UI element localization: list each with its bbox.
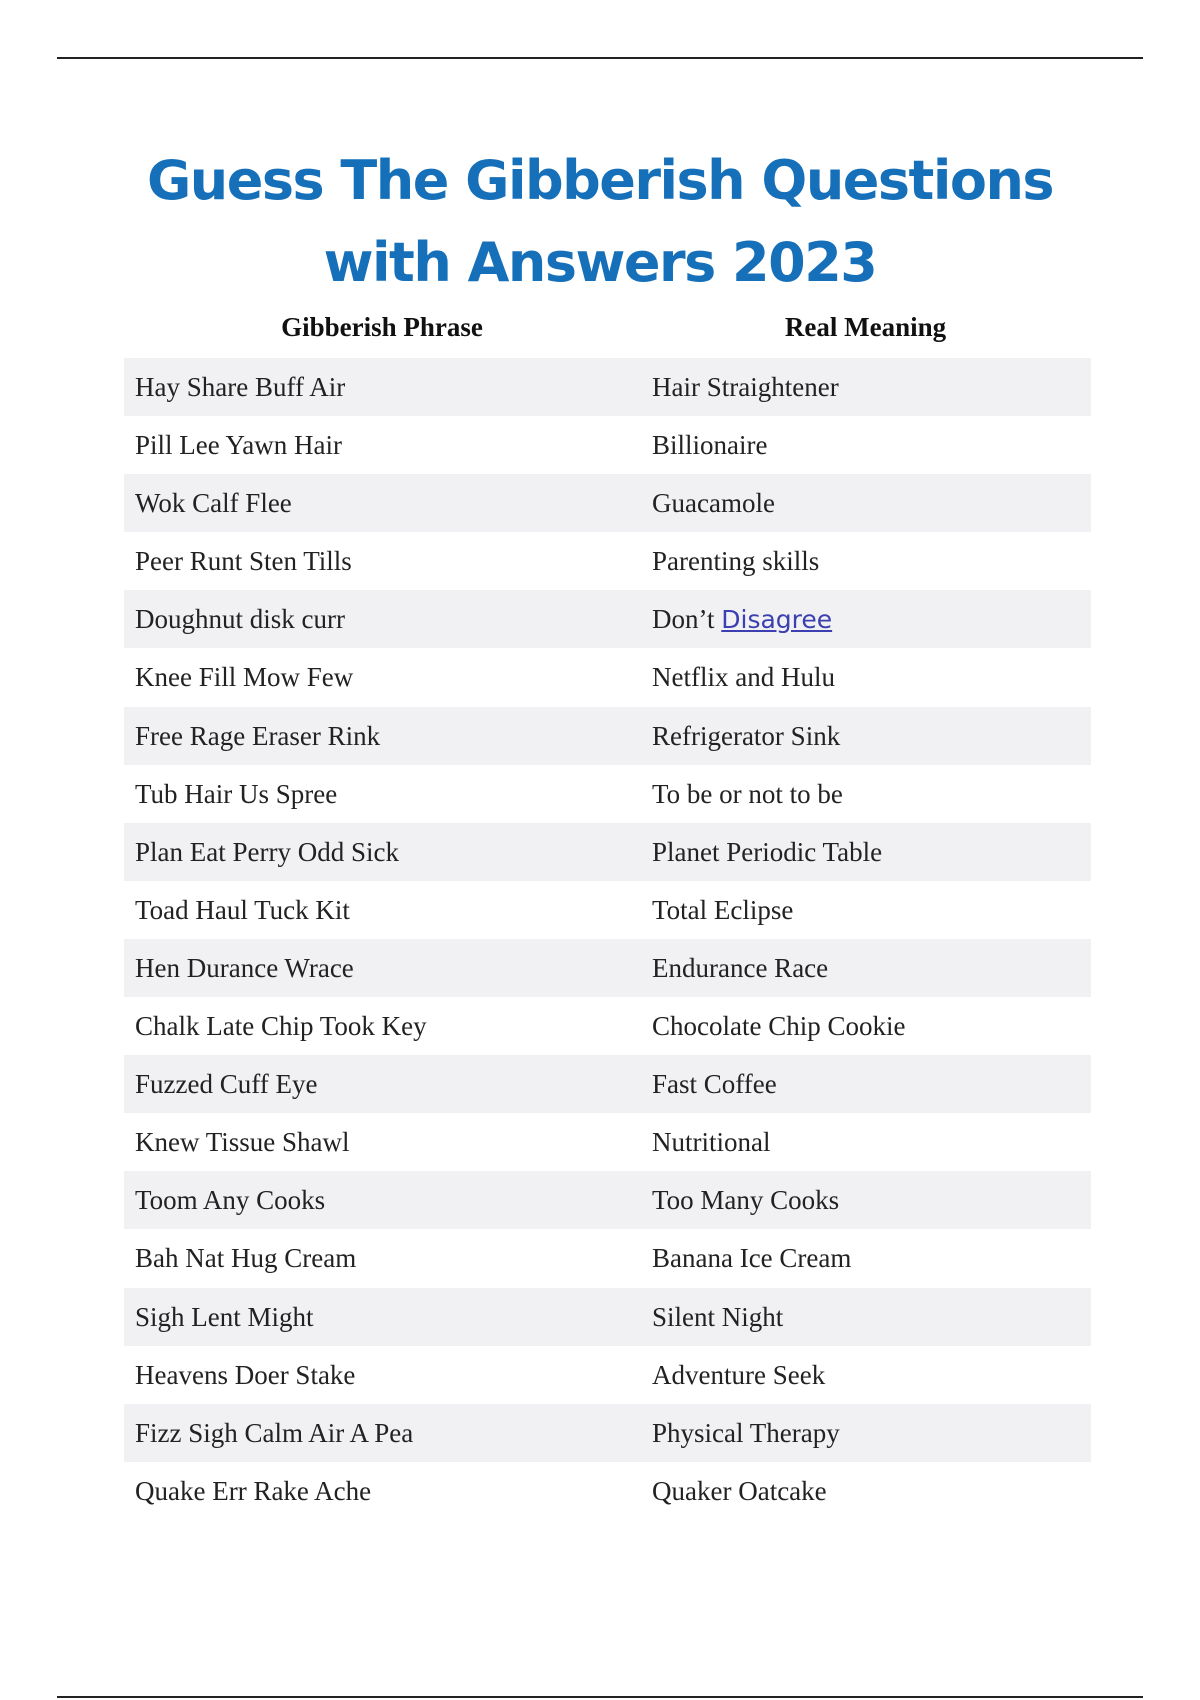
- real-meaning: Planet Periodic Table: [652, 836, 883, 867]
- real-meaning: Too Many Cooks: [652, 1185, 840, 1216]
- gibberish-phrase: Fuzzed Cuff Eye: [135, 1069, 318, 1100]
- real-meaning: Parenting skills: [652, 546, 820, 577]
- real-meaning: To be or not to be: [652, 778, 843, 809]
- gibberish-phrase: Chalk Late Chip Took Key: [135, 1011, 427, 1042]
- gibberish-phrase: Peer Runt Sten Tills: [135, 546, 352, 577]
- table-row: Plan Eat Perry Odd Sick Planet Periodic T…: [124, 822, 1091, 881]
- real-meaning: Adventure Seek: [652, 1359, 826, 1390]
- gibberish-phrase: Knee Fill Mow Few: [135, 662, 354, 693]
- real-meaning: Nutritional: [652, 1127, 771, 1158]
- real-meaning: Quaker Oatcake: [652, 1475, 827, 1506]
- table-row: Pill Lee Yawn Hair Billionaire: [124, 416, 1091, 474]
- title-line-2: with Answers 2023: [323, 231, 878, 294]
- gibberish-phrase: Toom Any Cooks: [135, 1185, 326, 1216]
- gibberish-phrase: Tub Hair Us Spree: [135, 778, 338, 809]
- gibberish-phrase: Bah Nat Hug Cream: [135, 1243, 357, 1274]
- real-meaning: Silent Night: [652, 1301, 784, 1332]
- table-row: Bah Nat Hug Cream Banana Ice Cream: [124, 1229, 1091, 1287]
- bottom-rule: [57, 1696, 1143, 1698]
- table-row: Toom Any Cooks Too Many Cooks: [124, 1171, 1091, 1230]
- real-meaning: Chocolate Chip Cookie: [652, 1011, 906, 1042]
- table-row: Fuzzed Cuff Eye Fast Coffee: [124, 1055, 1091, 1114]
- table-row: Free Rage Eraser Rink Refrigerator Sink: [124, 706, 1091, 765]
- table-row: Toad Haul Tuck Kit Total Eclipse: [124, 881, 1091, 939]
- gibberish-phrase: Doughnut disk curr: [135, 604, 345, 635]
- gibberish-phrase: Sigh Lent Might: [135, 1301, 314, 1332]
- real-meaning: Guacamole: [652, 488, 775, 519]
- gibberish-phrase: Toad Haul Tuck Kit: [135, 894, 350, 925]
- gibberish-table: Hay Share Buff Air Hair Straightener Pill …: [124, 358, 1091, 1520]
- gibberish-phrase: Free Rage Eraser Rink: [135, 720, 381, 751]
- real-meaning: Fast Coffee: [652, 1069, 777, 1100]
- table-row: Wok Calf Flee Guacamole: [124, 474, 1091, 533]
- gibberish-phrase: Quake Err Rake Ache: [135, 1475, 372, 1506]
- disagree-link[interactable]: Disagree: [721, 605, 833, 635]
- header-gibberish-phrase: Gibberish Phrase: [281, 312, 483, 342]
- header-real-meaning: Real Meaning: [784, 312, 947, 342]
- real-meaning: Physical Therapy: [652, 1417, 840, 1448]
- table-row: Heavens Doer Stake Adventure Seek: [124, 1346, 1091, 1404]
- table-row: Fizz Sigh Calm Air A Pea Physical Therapy: [124, 1403, 1091, 1462]
- top-rule: [57, 57, 1143, 59]
- table-row: Quake Err Rake Ache Quaker Oatcake: [124, 1462, 1091, 1520]
- real-meaning: Netflix and Hulu: [652, 662, 835, 693]
- table-row: Chalk Late Chip Took Key Chocolate Chip C…: [124, 997, 1091, 1055]
- real-meaning: Endurance Race: [652, 952, 829, 983]
- gibberish-phrase: Wok Calf Flee: [135, 488, 292, 519]
- gibberish-phrase: Plan Eat Perry Odd Sick: [135, 836, 399, 867]
- table-row: Doughnut disk curr Don’t Disagree: [124, 590, 1091, 649]
- gibberish-phrase: Heavens Doer Stake: [135, 1359, 356, 1390]
- real-meaning: Hair Straightener: [652, 372, 839, 402]
- real-meaning: Don’t Disagree: [652, 604, 832, 635]
- real-meaning: Refrigerator Sink: [652, 720, 841, 751]
- gibberish-phrase: Pill Lee Yawn Hair: [135, 430, 342, 461]
- table-row: Hen Durance Wrace Endurance Race: [124, 938, 1091, 998]
- table-row: Tub Hair Us Spree To be or not to be: [124, 765, 1091, 823]
- table-row: Knee Fill Mow Few Netflix and Hulu: [124, 648, 1091, 706]
- gibberish-phrase: Fizz Sigh Calm Air A Pea: [135, 1417, 414, 1448]
- table-header: Gibberish Phrase Real Meaning: [124, 310, 1091, 350]
- gibberish-phrase: Hen Durance Wrace: [135, 952, 354, 983]
- meaning-text: Don’t: [652, 604, 722, 635]
- gibberish-phrase: Hay Share Buff Air: [135, 372, 346, 402]
- table-row: Knew Tissue Shawl Nutritional: [124, 1113, 1091, 1171]
- page-title: Guess The Gibberish Questions with Answe…: [0, 140, 1200, 304]
- table-row: Hay Share Buff Air Hair Straightener: [124, 358, 1091, 417]
- title-line-1: Guess The Gibberish Questions: [146, 149, 1055, 212]
- real-meaning: Total Eclipse: [652, 894, 794, 925]
- real-meaning: Banana Ice Cream: [652, 1243, 852, 1274]
- table-row: Peer Runt Sten Tills Parenting skills: [124, 532, 1091, 590]
- table-row: Sigh Lent Might Silent Night: [124, 1287, 1091, 1346]
- gibberish-phrase: Knew Tissue Shawl: [135, 1127, 350, 1158]
- real-meaning: Billionaire: [652, 430, 768, 461]
